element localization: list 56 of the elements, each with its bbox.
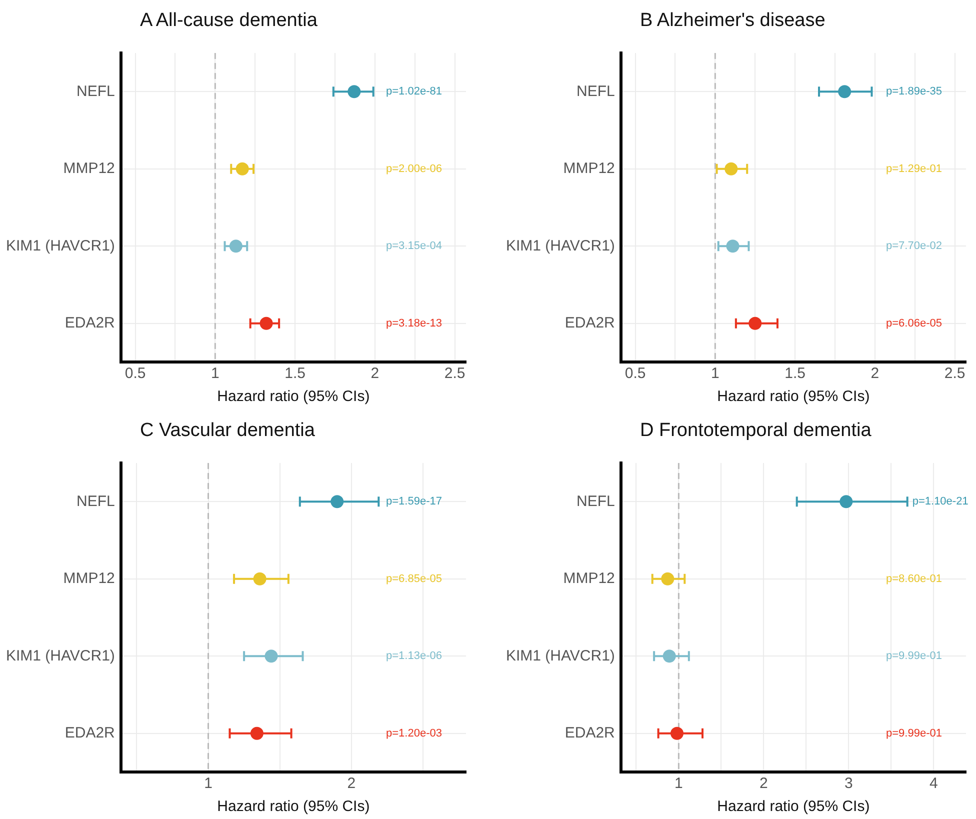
x-tick-label: 1.5: [784, 365, 806, 382]
annotation: p=6.06e-05: [886, 317, 942, 330]
annotation: p=1.13e-06: [386, 650, 442, 662]
y-tick-label: MMP12: [63, 570, 115, 588]
y-tick-label: EDA2R: [564, 314, 616, 332]
x-tick-label: 2: [870, 365, 880, 382]
y-tick-label: EDA2R: [564, 724, 616, 742]
chart-title: B Alzheimer's disease: [640, 10, 826, 32]
y-tick-label: KIM1 (HAVCR1): [506, 647, 615, 664]
x-axis-title: Hazard ratio (95% CIs): [717, 798, 870, 816]
annotation: p=1.02e-81: [386, 86, 442, 98]
x-tick-label: 4: [930, 775, 938, 792]
annotation: p=1.20e-03: [386, 727, 442, 740]
x-tick-label: 0.5: [124, 365, 146, 382]
x-axis-title: Hazard ratio (95% CIs): [717, 388, 870, 406]
y-tick-label: MMP12: [563, 570, 615, 588]
x-tick-label: 1: [674, 775, 683, 792]
y-tick-label: EDA2R: [64, 724, 116, 742]
x-tick-label: 2.5: [444, 365, 466, 382]
x-tick-label: 2: [370, 365, 380, 382]
annotation: p=1.89e-35: [886, 86, 942, 98]
x-axis-title: Hazard ratio (95% CIs): [217, 388, 370, 406]
y-tick-label: MMP12: [563, 160, 615, 178]
annotation: p=2.00e-06: [386, 162, 442, 175]
chart-title: C Vascular dementia: [140, 420, 315, 442]
x-tick-label: 1: [204, 775, 212, 792]
annotation: p=9.99e-01: [886, 727, 942, 740]
x-tick-label: 2: [760, 775, 768, 792]
annotation: p=8.60e-01: [886, 572, 942, 585]
x-tick-label: 2: [347, 775, 356, 792]
x-tick-label: 3: [844, 775, 853, 792]
y-tick-label: KIM1 (HAVCR1): [6, 237, 115, 254]
annotation: p=9.99e-01: [886, 650, 942, 662]
x-tick-label: 1: [210, 365, 220, 382]
annotation: p=1.29e-01: [886, 162, 942, 175]
x-axis-title: Hazard ratio (95% CIs): [217, 798, 370, 816]
y-tick-label: NEFL: [76, 82, 115, 100]
annotation: p=1.10e-21: [912, 496, 968, 508]
annotation: p=3.18e-13: [386, 317, 442, 330]
y-tick-label: KIM1 (HAVCR1): [6, 647, 115, 664]
annotation: p=6.85e-05: [386, 572, 442, 585]
annotation: p=1.59e-17: [386, 496, 442, 508]
x-tick-label: 1.5: [284, 365, 306, 382]
x-tick-label: 0.5: [624, 365, 646, 382]
chart-title: A All-cause dementia: [140, 10, 318, 32]
y-tick-label: EDA2R: [64, 314, 116, 332]
annotation: p=3.15e-04: [386, 240, 442, 252]
y-tick-label: NEFL: [576, 82, 615, 100]
y-tick-label: MMP12: [63, 160, 115, 178]
x-tick-label: 2.5: [944, 365, 966, 382]
y-tick-label: NEFL: [576, 492, 615, 510]
chart-title: D Frontotemporal dementia: [640, 420, 872, 442]
y-tick-label: KIM1 (HAVCR1): [506, 237, 615, 254]
y-tick-label: NEFL: [76, 492, 115, 510]
annotation: p=7.70e-02: [886, 240, 942, 252]
x-tick-label: 1: [710, 365, 720, 382]
